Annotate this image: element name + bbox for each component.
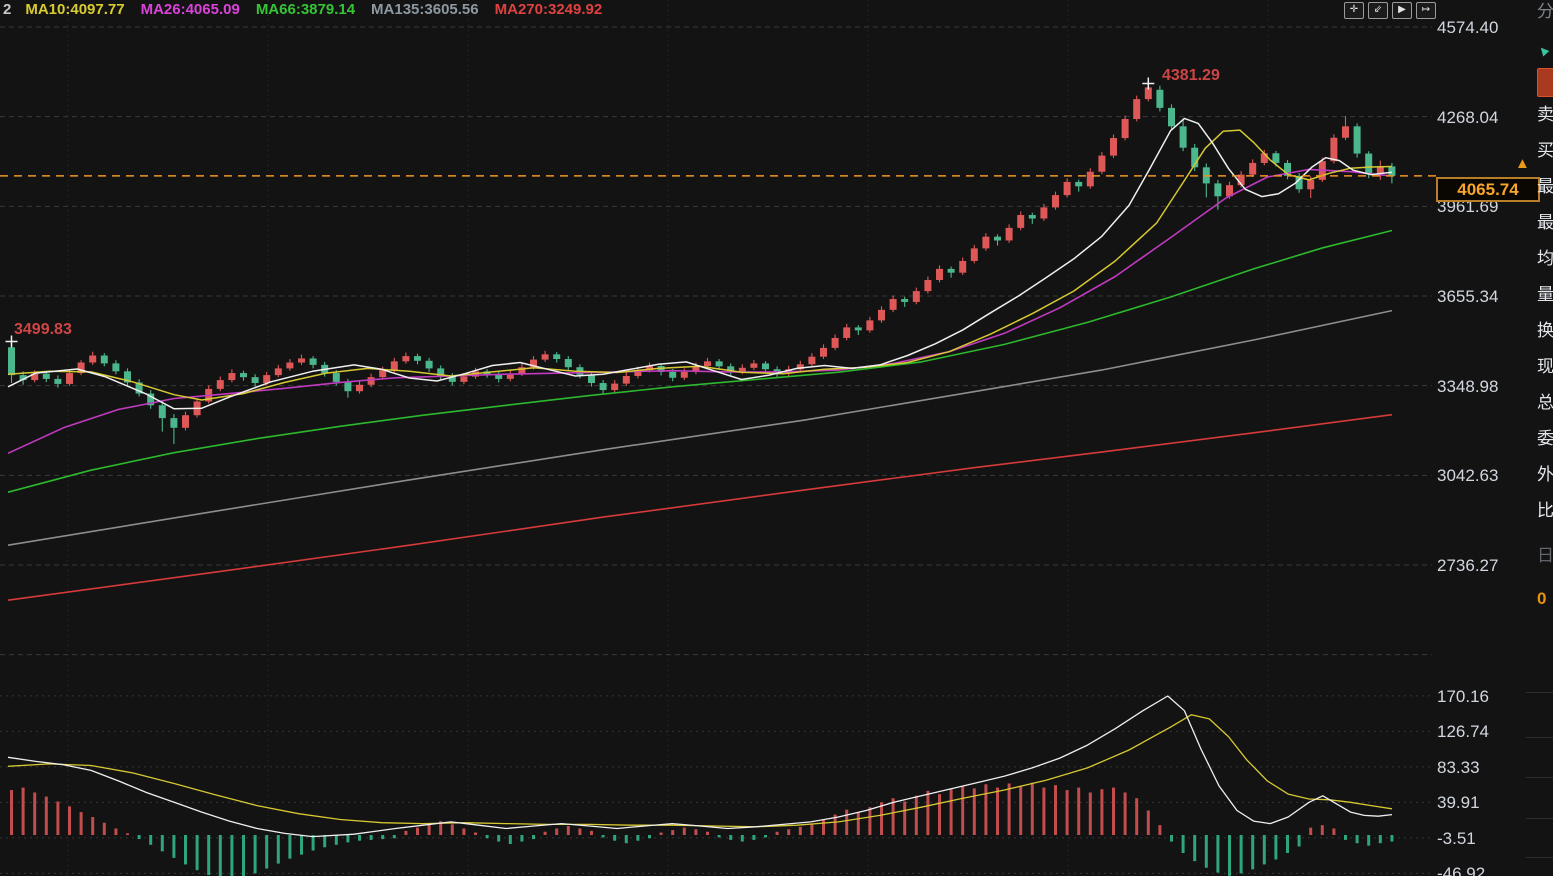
quote-panel-label: 量 — [1537, 285, 1553, 304]
current-price-tag: 4065.74 — [1436, 176, 1540, 202]
quote-panel-label: 比 — [1537, 501, 1553, 520]
candles — [8, 83, 1396, 444]
quote-panel-label: 最 — [1537, 213, 1553, 232]
move-tool-icon[interactable]: ✛ — [1344, 2, 1364, 19]
quote-panel-separator — [1526, 818, 1553, 819]
ma-line-MA135 — [7, 309, 1393, 546]
macd-axis-tick-label: 126.74 — [1437, 722, 1489, 742]
macd-pane — [7, 695, 1394, 876]
moving-average-lines — [7, 117, 1393, 601]
quote-panel-label: 卖 — [1537, 105, 1553, 124]
high-marker-left: 3499.83 — [5, 321, 72, 348]
macd-axis-tick-label: 170.16 — [1437, 686, 1489, 706]
macd-axis-tick-label: -3.51 — [1437, 828, 1476, 848]
quote-panel-label: 最 — [1537, 177, 1553, 196]
quote-panel-label: 委 — [1537, 429, 1553, 448]
quote-panel-separator — [1526, 692, 1553, 693]
macd-line-DIF — [7, 695, 1393, 838]
quote-panel-separator — [1526, 857, 1553, 858]
price-axis-tick-label: 3961.69 — [1437, 197, 1499, 217]
quote-panel-separator — [1526, 777, 1553, 778]
legend-ma-item: MA26:4065.09 — [140, 1, 240, 18]
indicator-legend: 2 MA10:4097.77 MA26:4065.09 MA66:3879.14 MA1… — [3, 0, 618, 19]
quote-panel-zero-value: 0 — [1537, 589, 1547, 608]
quote-panel-label: 现 — [1537, 357, 1553, 376]
macd-line-DEA — [7, 714, 1393, 828]
ma-line-MA26 — [7, 168, 1393, 455]
ma-line-MA10 — [7, 129, 1393, 401]
left-high-label: 3499.83 — [14, 321, 72, 338]
macd-axis-tick-label: -46.92 — [1437, 864, 1486, 876]
price-axis-tick-label: 3348.98 — [1437, 376, 1499, 396]
quote-panel-separator — [1526, 737, 1553, 738]
playback-icon[interactable]: ▶ — [1392, 2, 1412, 19]
pan-corner-icon[interactable]: ⇙ — [1368, 2, 1388, 19]
grid-lines — [0, 0, 1432, 876]
quote-panel-top-label: 分 — [1537, 2, 1553, 21]
high-marker-peak: 4381.29 — [1142, 67, 1220, 90]
ma-line-MA66 — [7, 229, 1393, 493]
pan-right-icon[interactable]: ↦ — [1416, 2, 1436, 19]
price-change-badge — [1537, 68, 1553, 97]
legend-ma-item: MA10:4097.77 — [25, 1, 125, 18]
peak-high-label: 4381.29 — [1162, 67, 1220, 84]
legend-ma-item: MA66:3879.14 — [255, 1, 356, 18]
quote-panel-label: 外 — [1537, 465, 1553, 484]
price-axis-tick-label: 3655.34 — [1437, 286, 1499, 306]
legend-prefix: 2 — [3, 1, 12, 18]
macd-axis-tick-label: 39.91 — [1437, 793, 1480, 813]
price-axis-tick-label: 2736.27 — [1437, 555, 1499, 575]
legend-ma-item: MA135:3605.56 — [371, 1, 479, 18]
quote-panel-sliver: 分 ▲ 卖买最最均量换现总委外比 日 0 — [1535, 0, 1553, 876]
quote-panel-label: 均 — [1537, 249, 1553, 268]
quote-panel-label: 买 — [1537, 141, 1553, 160]
up-trend-arrow-icon: ▲ — [1535, 39, 1553, 61]
quote-panel-label: 换 — [1537, 321, 1553, 340]
chart-toolbar: ✛ ⇙ ▶ ↦ — [1344, 2, 1436, 19]
ma-line-MA-white — [7, 117, 1393, 410]
macd-axis-tick-label: 83.33 — [1437, 757, 1480, 777]
price-axis-tick-label: 3042.63 — [1437, 466, 1499, 486]
price-axis-tick-label: 4268.04 — [1437, 107, 1499, 127]
price-up-arrow-icon: ▲ — [1515, 155, 1530, 172]
quote-panel-label: 总 — [1537, 393, 1553, 412]
price-axis-tick-label: 4574.40 — [1437, 18, 1499, 37]
legend-ma-item: MA270:3249.92 — [494, 1, 603, 18]
quote-panel-dim-label: 日 — [1537, 546, 1553, 565]
ma-line-MA270 — [7, 413, 1393, 601]
